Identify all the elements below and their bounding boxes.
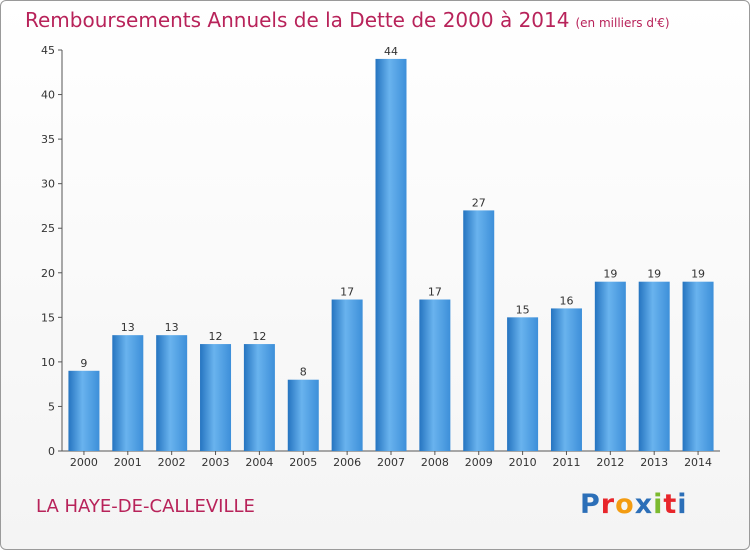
proxiti-logo: Proxiti [580, 489, 688, 520]
y-tick-label: 20 [41, 267, 55, 280]
logo-letter: r [600, 489, 616, 520]
bar [243, 344, 275, 451]
x-tick-label: 2007 [377, 456, 405, 469]
y-tick-label: 45 [41, 44, 55, 57]
bar [287, 379, 319, 451]
bar [156, 335, 188, 451]
bar-value-label: 44 [384, 45, 398, 58]
bar-value-label: 9 [80, 357, 87, 370]
bar-value-label: 19 [647, 268, 661, 281]
y-tick-label: 30 [41, 178, 55, 191]
logo-letter: P [580, 489, 601, 520]
bar-value-label: 17 [428, 286, 442, 299]
x-tick-label: 2001 [114, 456, 142, 469]
y-tick-label: 25 [41, 222, 55, 235]
bar [68, 370, 100, 451]
city-name: LA HAYE-DE-CALLEVILLE [36, 496, 255, 517]
x-tick-label: 2010 [509, 456, 537, 469]
x-tick-label: 2008 [421, 456, 449, 469]
y-tick-label: 5 [48, 400, 55, 413]
bar [200, 344, 232, 451]
chart-title: Remboursements Annuels de la Dette de 20… [25, 8, 670, 32]
bar-value-label: 19 [691, 268, 705, 281]
logo-letter: i [653, 489, 664, 520]
x-tick-label: 2005 [289, 456, 317, 469]
bar-value-label: 16 [559, 294, 573, 307]
bar [638, 281, 670, 451]
y-tick-label: 15 [41, 311, 55, 324]
chart-title-text: Remboursements Annuels de la Dette de 20… [25, 8, 570, 32]
x-tick-label: 2014 [684, 456, 712, 469]
bar-value-label: 27 [472, 196, 486, 209]
bar-value-label: 8 [300, 366, 307, 379]
bar-value-label: 13 [165, 321, 179, 334]
chart-subtitle: (en milliers d'€) [575, 16, 670, 30]
bar-value-label: 19 [603, 268, 617, 281]
bar-value-label: 17 [340, 286, 354, 299]
x-tick-label: 2006 [333, 456, 361, 469]
x-tick-label: 2002 [158, 456, 186, 469]
x-tick-label: 2011 [552, 456, 580, 469]
x-tick-label: 2003 [202, 456, 230, 469]
y-tick-label: 40 [41, 89, 55, 102]
logo-letter: i [677, 489, 688, 520]
bar-value-label: 12 [252, 330, 266, 343]
bar [507, 317, 539, 451]
y-tick-label: 0 [48, 445, 55, 458]
bar [331, 299, 363, 451]
bar [112, 335, 144, 451]
bar [682, 281, 714, 451]
x-tick-label: 2004 [245, 456, 273, 469]
logo-letter: t [663, 489, 678, 520]
y-tick-label: 35 [41, 133, 55, 146]
bar [550, 308, 582, 451]
logo-letter: o [615, 489, 635, 520]
bar-value-label: 15 [516, 303, 530, 316]
y-tick-label: 10 [41, 356, 55, 369]
x-tick-label: 2013 [640, 456, 668, 469]
x-tick-label: 2012 [596, 456, 624, 469]
x-tick-label: 2009 [465, 456, 493, 469]
bars: 9 13 13 12 12 8 17 44 17 27 15 16 19 19 19 [68, 45, 714, 452]
bar [375, 58, 407, 452]
bar-value-label: 13 [121, 321, 135, 334]
logo-letter: x [634, 489, 654, 520]
bar [419, 299, 451, 451]
x-tick-label: 2000 [70, 456, 98, 469]
bar-value-label: 12 [209, 330, 223, 343]
bar [463, 210, 495, 451]
bar [594, 281, 626, 451]
